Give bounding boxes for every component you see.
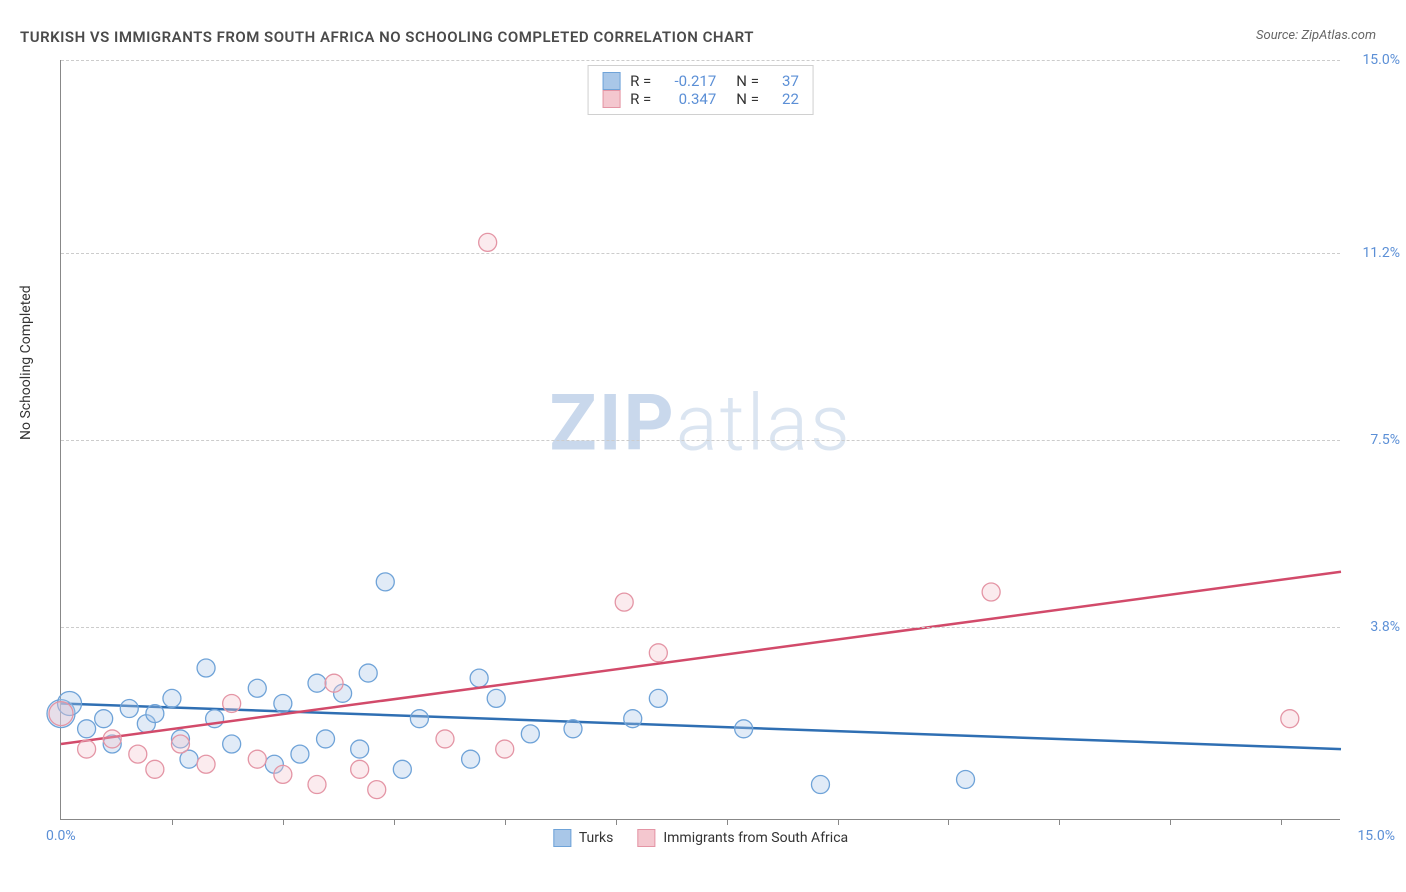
regression-line (61, 703, 1341, 749)
data-point (393, 760, 411, 778)
data-point (274, 694, 292, 712)
chart-container: TURKISH VS IMMIGRANTS FROM SOUTH AFRICA … (0, 0, 1406, 892)
data-point (624, 710, 642, 728)
data-point (171, 735, 189, 753)
data-point (78, 720, 96, 738)
y-tick-label: 15.0% (1345, 52, 1400, 68)
x-tick (727, 819, 728, 825)
chart-title: TURKISH VS IMMIGRANTS FROM SOUTH AFRICA … (20, 28, 754, 46)
x-tick (838, 819, 839, 825)
data-point (274, 765, 292, 783)
data-point (649, 689, 667, 707)
source-label: Source: (1256, 28, 1298, 43)
x-tick (948, 819, 949, 825)
source-name: ZipAtlas.com (1301, 28, 1376, 43)
data-point (359, 664, 377, 682)
data-point (248, 679, 266, 697)
data-point (163, 689, 181, 707)
data-point (95, 710, 113, 728)
data-point (368, 781, 386, 799)
data-point (308, 776, 326, 794)
x-tick (1170, 819, 1171, 825)
data-point (146, 760, 164, 778)
data-point (223, 735, 241, 753)
plot-area: ZIPatlas R =-0.217N =37R =0.347N =22 0.0… (60, 60, 1340, 820)
data-point (564, 720, 582, 738)
data-point (376, 573, 394, 591)
data-point (479, 233, 497, 251)
data-point (248, 750, 266, 768)
legend-item: Turks (553, 829, 614, 847)
x-origin-label: 0.0% (46, 828, 76, 844)
legend-label: Immigrants from South Africa (663, 830, 848, 846)
data-point (496, 740, 514, 758)
data-point (957, 770, 975, 788)
data-point (1281, 710, 1299, 728)
data-point (197, 755, 215, 773)
data-point (470, 669, 488, 687)
data-point (317, 730, 335, 748)
data-point (735, 720, 753, 738)
y-tick-label: 3.8% (1345, 619, 1400, 635)
data-point (120, 700, 138, 718)
data-point (146, 705, 164, 723)
y-axis-label: No Schooling Completed (18, 285, 34, 440)
data-point (291, 745, 309, 763)
data-point (811, 776, 829, 794)
x-tick (616, 819, 617, 825)
data-point (103, 730, 121, 748)
data-point (521, 725, 539, 743)
data-point (308, 674, 326, 692)
data-point (410, 710, 428, 728)
x-tick (505, 819, 506, 825)
legend-label: Turks (579, 830, 614, 846)
gridline (61, 627, 1340, 628)
data-point (982, 583, 1000, 601)
data-point (649, 644, 667, 662)
data-point (436, 730, 454, 748)
bottom-legend: Turks Immigrants from South Africa (553, 829, 848, 847)
data-point (487, 689, 505, 707)
data-point (49, 702, 73, 726)
x-tick (394, 819, 395, 825)
data-point (129, 745, 147, 763)
data-point (197, 659, 215, 677)
x-tick (1059, 819, 1060, 825)
data-point (615, 593, 633, 611)
y-tick-label: 7.5% (1345, 432, 1400, 448)
gridline (61, 60, 1340, 61)
y-tick-label: 11.2% (1345, 245, 1400, 261)
data-point (462, 750, 480, 768)
data-point (351, 760, 369, 778)
legend-swatch (637, 829, 655, 847)
source-attribution: Source: ZipAtlas.com (1256, 28, 1376, 43)
data-point (223, 694, 241, 712)
x-tick (1281, 819, 1282, 825)
regression-line (61, 572, 1341, 744)
data-point (78, 740, 96, 758)
legend-swatch (553, 829, 571, 847)
data-point (351, 740, 369, 758)
gridline (61, 440, 1340, 441)
x-tick (283, 819, 284, 825)
data-point (325, 674, 343, 692)
gridline (61, 253, 1340, 254)
x-tick (172, 819, 173, 825)
x-max-label: 15.0% (1357, 828, 1395, 844)
legend-item: Immigrants from South Africa (637, 829, 848, 847)
